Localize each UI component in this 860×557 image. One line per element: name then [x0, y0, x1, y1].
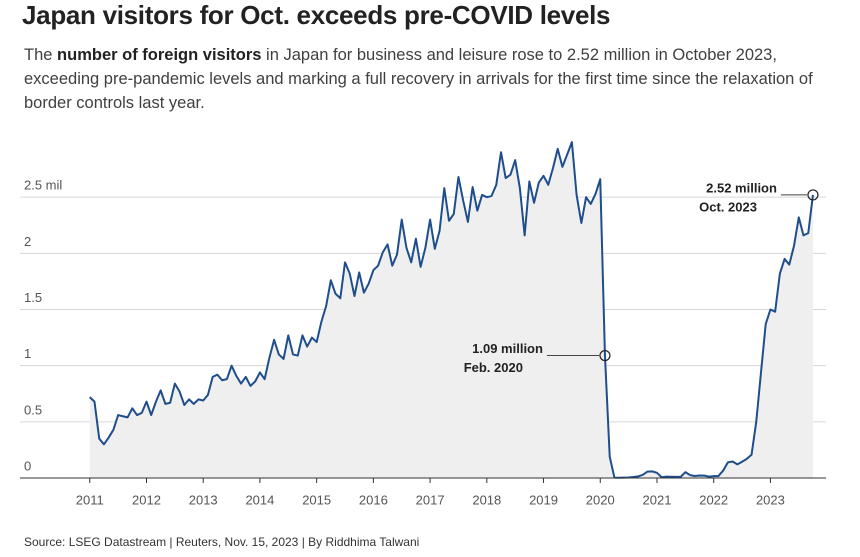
x-tick-label: 2016 — [359, 492, 388, 507]
subtitle-part: The — [24, 46, 58, 64]
y-tick-label: 1.5 — [24, 290, 42, 305]
annotation-marker — [599, 349, 611, 362]
y-tick-label: 1 — [24, 346, 31, 361]
subtitle-part: in Japan for business and leisure rose t… — [24, 46, 813, 112]
x-tick-label: 2017 — [416, 492, 445, 507]
x-tick-label: 2018 — [472, 492, 501, 507]
y-tick-label: 2.5 mil — [24, 178, 62, 193]
annotation-sublabel: Oct. 2023 — [699, 199, 757, 214]
annotation-marker — [807, 189, 819, 201]
annotation-label: 1.09 million — [472, 341, 543, 356]
x-tick-label: 2019 — [529, 492, 558, 507]
chart-subtitle: The number of foreign visitors in Japan … — [24, 43, 824, 115]
x-tick-label: 2020 — [586, 492, 615, 507]
x-tick-label: 2014 — [245, 492, 274, 507]
x-tick-label: 2012 — [132, 492, 161, 507]
source: Source: LSEG Datastream | Reuters, Nov. … — [24, 535, 419, 549]
y-tick-label: 0 — [24, 458, 31, 473]
annotation-sublabel: Feb. 2020 — [464, 360, 523, 375]
x-tick-label: 2011 — [76, 492, 104, 507]
x-tick-label: 2015 — [302, 492, 331, 507]
subtitle-part: number of foreign visitors — [57, 46, 262, 64]
y-tick-label: 0.5 — [24, 402, 42, 417]
x-tick-label: 2023 — [756, 492, 785, 507]
x-tick-label: 2013 — [189, 492, 218, 507]
x-tick-label: 2022 — [699, 492, 728, 507]
area — [89, 142, 813, 478]
x-tick-label: 2021 — [643, 492, 672, 507]
line — [89, 141, 814, 479]
chart-title: Japan visitors for Oct. exceeds pre-COVI… — [22, 0, 611, 30]
annotation-label: 2.52 million — [706, 180, 777, 195]
y-tick-label: 2 — [24, 234, 31, 249]
